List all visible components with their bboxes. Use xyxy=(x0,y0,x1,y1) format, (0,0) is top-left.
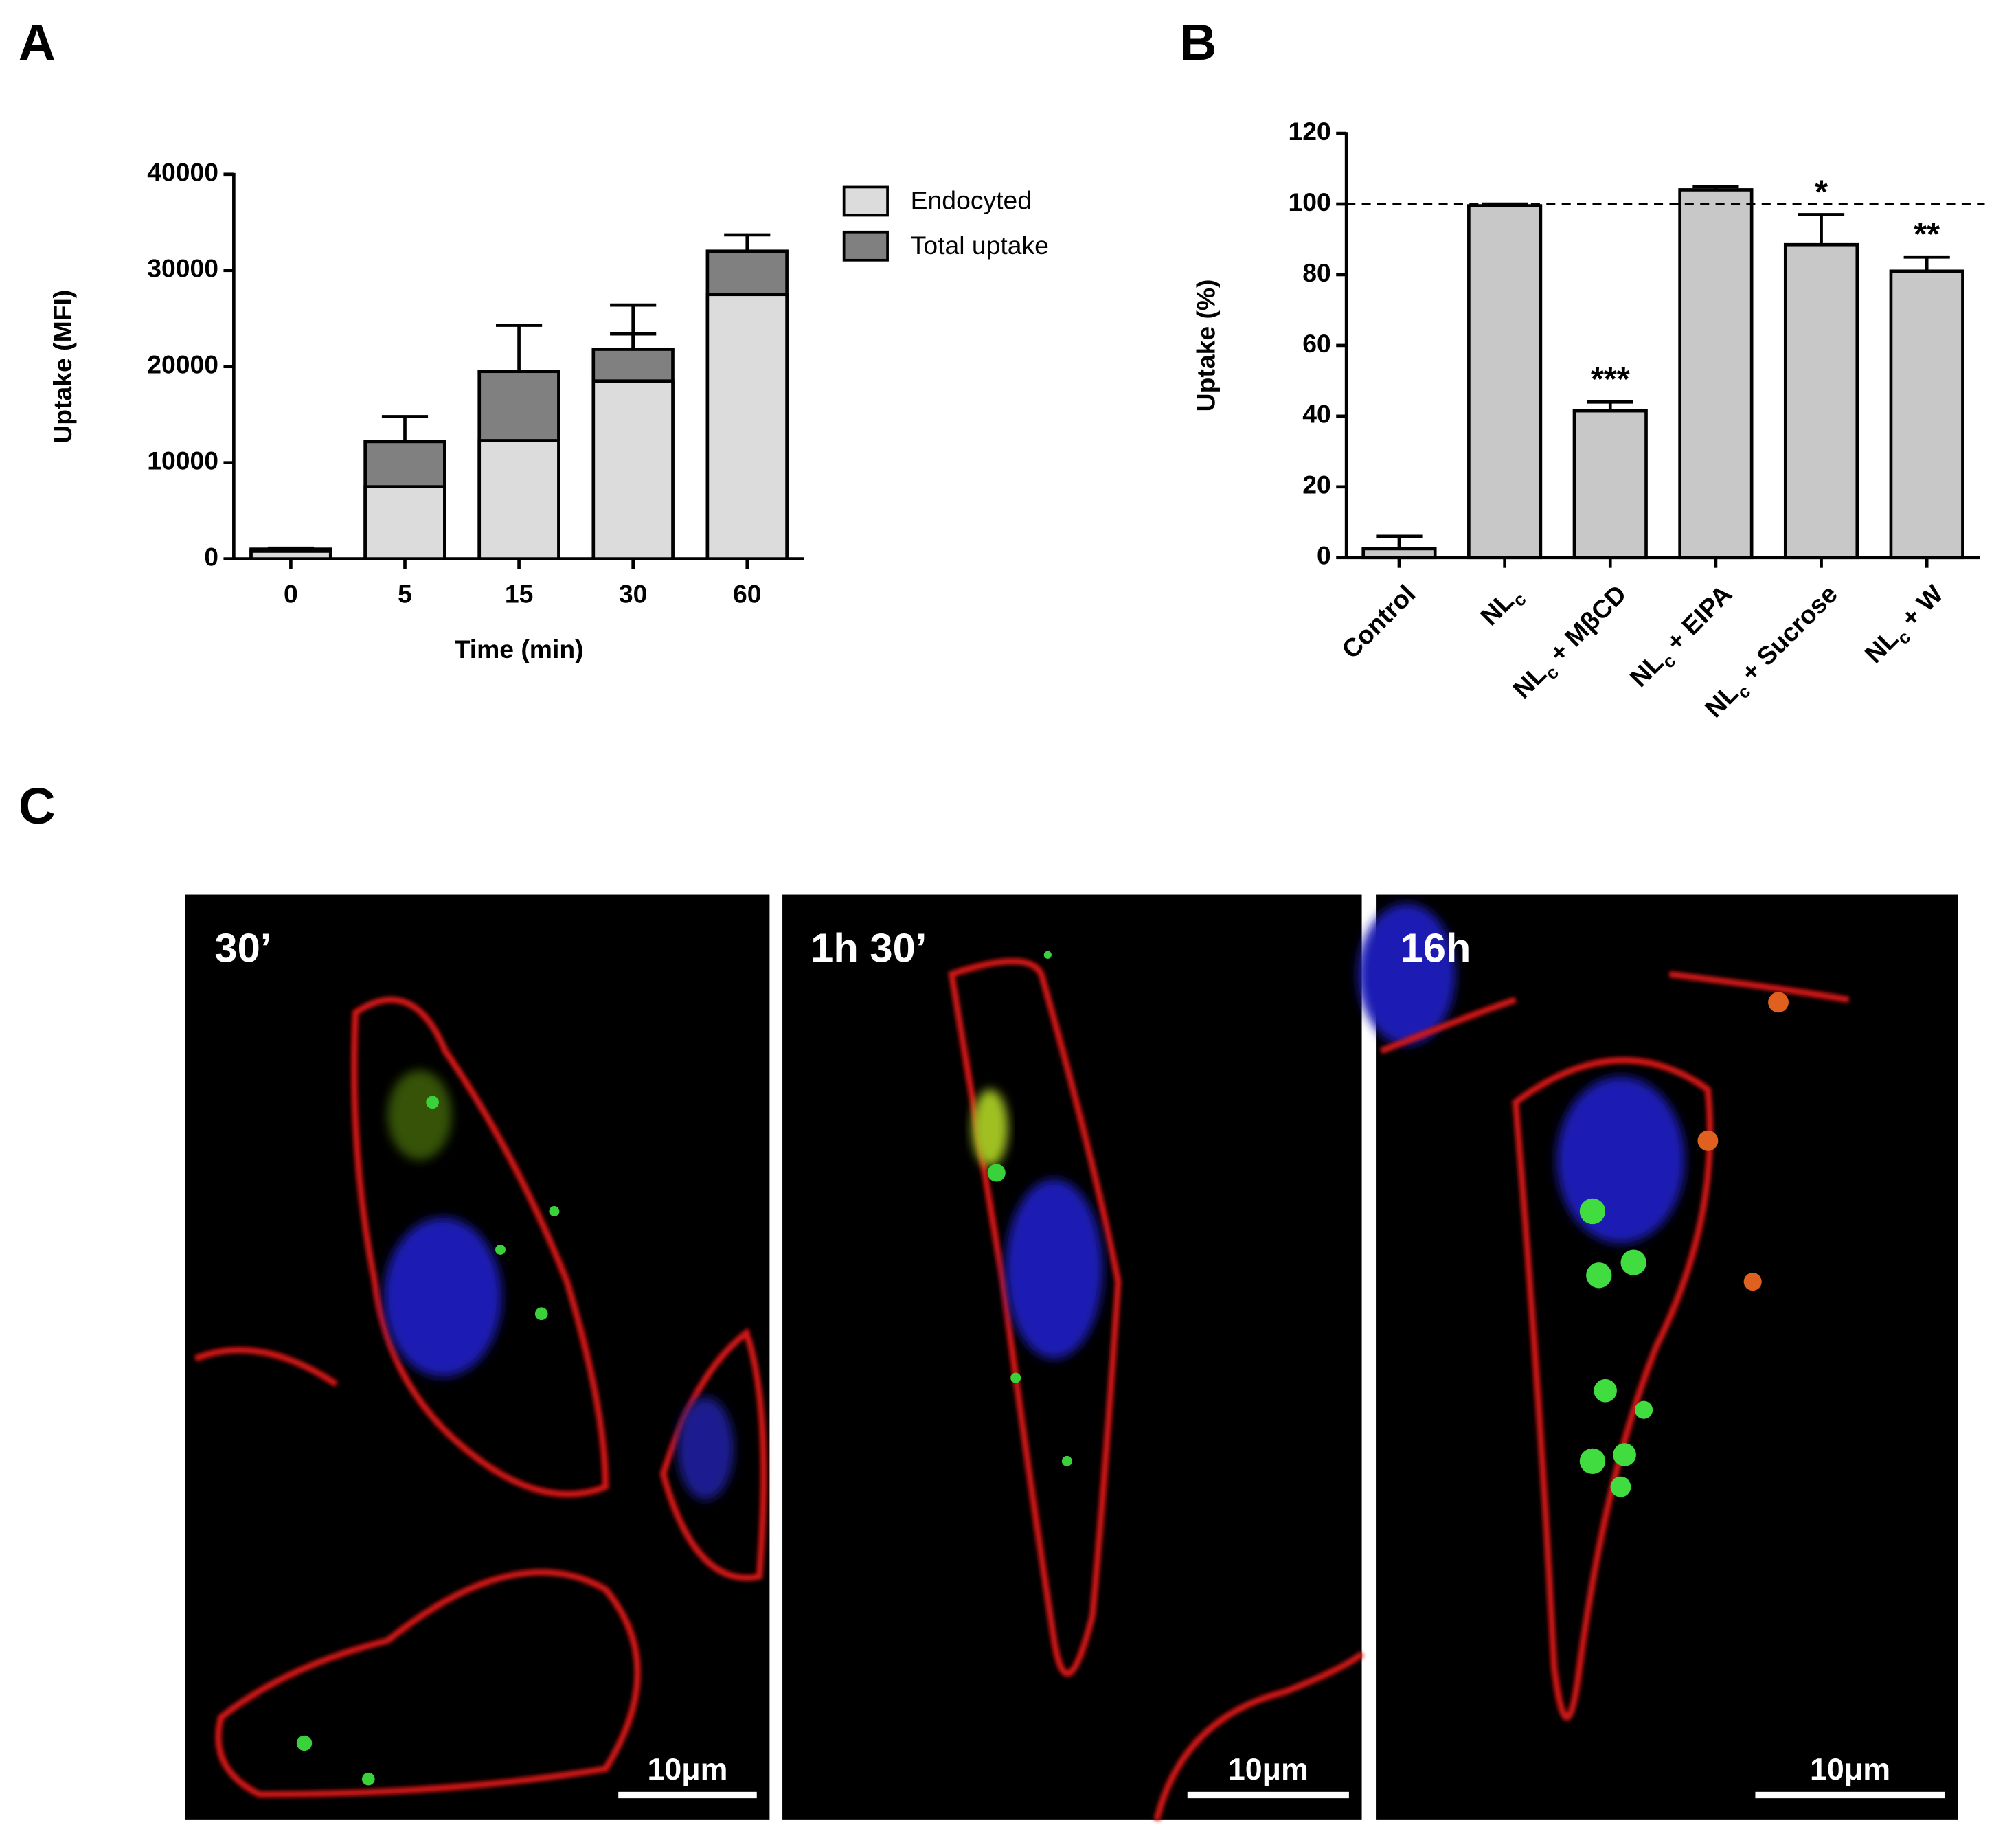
y-tick-label: 120 xyxy=(1288,117,1330,146)
bar xyxy=(705,293,789,560)
time-label: 16h xyxy=(1401,924,1471,971)
legend-label: Total uptake xyxy=(911,231,1049,260)
x-tick-label: 60 xyxy=(733,580,762,609)
x-axis-title: Time (min) xyxy=(455,635,584,663)
time-label: 1h 30’ xyxy=(811,924,927,971)
x-tick-label: NLc + MβCD xyxy=(1507,579,1635,707)
label-part: Control xyxy=(1336,579,1420,663)
x-tick-label: 5 xyxy=(398,580,412,609)
error-bar xyxy=(1903,255,1950,271)
label-part: + Sucrose xyxy=(1730,579,1843,692)
x-tick-label: Control xyxy=(1336,579,1420,663)
y-tick-label: 60 xyxy=(1302,329,1331,358)
bar xyxy=(1572,409,1648,560)
label-part: + MβCD xyxy=(1539,579,1632,672)
scale-bar-label: 10μm xyxy=(1228,1752,1309,1786)
significance: *** xyxy=(1591,361,1630,398)
bar xyxy=(1467,204,1543,560)
scale-bar xyxy=(1755,1791,1945,1799)
scale-bar-label: 10μm xyxy=(1810,1752,1890,1786)
y-tick-label: 80 xyxy=(1302,258,1331,287)
error-bar xyxy=(495,324,543,372)
x-tick-label: NLc xyxy=(1475,579,1530,635)
time-label: 30’ xyxy=(214,924,271,971)
bar xyxy=(1361,547,1437,560)
y-axis-title: Uptake (MFI) xyxy=(48,290,77,444)
significance: * xyxy=(1815,173,1828,210)
bar xyxy=(591,379,675,560)
y-tick-label: 40 xyxy=(1302,400,1331,429)
label-part: + EIPA xyxy=(1655,579,1737,661)
error-bar xyxy=(1376,534,1423,549)
panel-label: A xyxy=(19,13,56,71)
bar xyxy=(249,549,332,560)
bar xyxy=(1678,188,1754,560)
bar xyxy=(1783,242,1859,560)
y-tick-label: 0 xyxy=(1317,541,1331,570)
error-bar xyxy=(1798,213,1845,245)
y-tick-label: 0 xyxy=(204,542,218,571)
legend-swatch xyxy=(842,185,889,217)
y-tick-label: 20 xyxy=(1302,470,1331,499)
bar xyxy=(363,485,446,560)
y-tick-label: 10000 xyxy=(147,446,218,475)
micrograph xyxy=(1357,894,1958,1820)
legend-swatch xyxy=(842,230,889,262)
y-tick-label: 20000 xyxy=(147,350,218,379)
significance: ** xyxy=(1914,216,1940,253)
x-tick-label: 15 xyxy=(505,580,534,609)
scale-bar xyxy=(618,1791,757,1799)
error-bar xyxy=(724,233,771,251)
legend-label: Endocyted xyxy=(911,186,1032,215)
error-bar xyxy=(381,415,429,442)
y-tick-label: 40000 xyxy=(147,158,218,187)
bar xyxy=(1889,269,1964,560)
micrograph xyxy=(185,894,770,1820)
y-tick-label: 100 xyxy=(1288,188,1330,216)
panel-label: C xyxy=(19,777,56,835)
scale-bar xyxy=(1187,1791,1349,1799)
panel-label: B xyxy=(1180,13,1217,71)
micrograph xyxy=(782,894,1364,1822)
x-tick-label: 0 xyxy=(284,580,298,609)
scale-bar-label: 10μm xyxy=(647,1752,727,1786)
bar xyxy=(477,439,560,560)
y-axis-title: Uptake (%) xyxy=(1191,280,1220,412)
y-tick-label: 30000 xyxy=(147,254,218,283)
x-tick-label: 30 xyxy=(619,580,648,609)
x-tick-label: NLc + W xyxy=(1859,579,1952,672)
